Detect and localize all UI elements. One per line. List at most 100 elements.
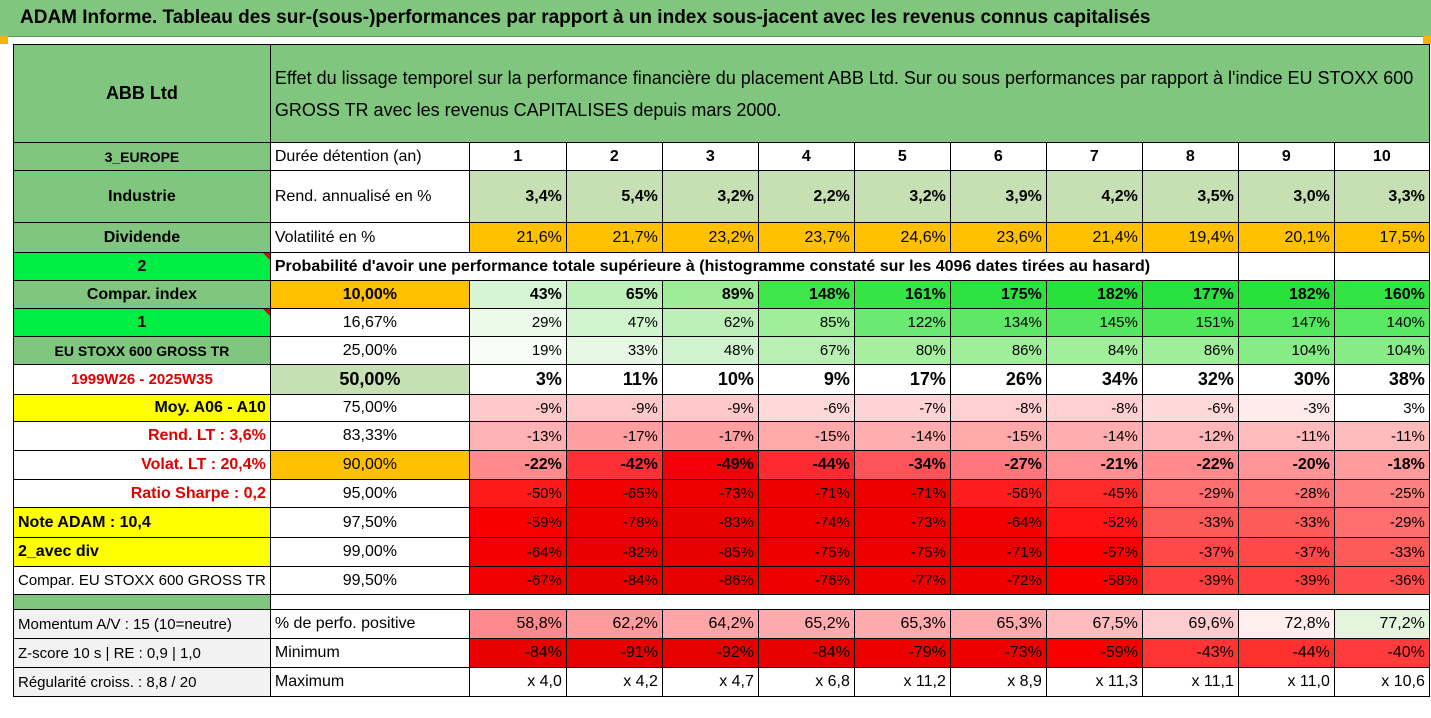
percentile-threshold[interactable]: 16,67% bbox=[269, 308, 470, 337]
percentile-value[interactable]: 38% bbox=[1333, 364, 1430, 395]
percentile-value[interactable]: -78% bbox=[565, 507, 663, 538]
compar-full-label[interactable]: Compar. EU STOXX 600 GROSS TR bbox=[13, 566, 271, 595]
vol-value[interactable]: 19,4% bbox=[1141, 222, 1239, 253]
percentile-threshold[interactable]: 25,00% bbox=[269, 336, 470, 365]
percentile-threshold[interactable]: 75,00% bbox=[269, 394, 470, 422]
percentile-value[interactable]: -22% bbox=[1141, 450, 1239, 480]
percentile-value[interactable]: -11% bbox=[1333, 421, 1430, 451]
percentile-value[interactable]: 148% bbox=[757, 280, 855, 309]
percentile-value[interactable]: -21% bbox=[1045, 450, 1143, 480]
percentile-value[interactable]: -9% bbox=[661, 394, 759, 422]
percentile-value[interactable]: -84% bbox=[565, 566, 663, 595]
percentile-value[interactable]: 32% bbox=[1141, 364, 1239, 395]
empty-cell[interactable] bbox=[1333, 252, 1430, 281]
rend-value[interactable]: 3,2% bbox=[853, 170, 951, 223]
index-selector-2[interactable]: 2 bbox=[13, 252, 271, 281]
positive-perf-value[interactable]: 65,3% bbox=[949, 609, 1047, 639]
percentile-value[interactable]: 160% bbox=[1333, 280, 1430, 309]
maximum-value[interactable]: x 6,8 bbox=[757, 667, 855, 697]
percentile-value[interactable]: -8% bbox=[1045, 394, 1143, 422]
minimum-value[interactable]: -84% bbox=[757, 638, 855, 668]
rend-value[interactable]: 3,4% bbox=[468, 170, 567, 223]
percentile-threshold[interactable]: 90,00% bbox=[269, 450, 470, 480]
period-label[interactable]: 1999W26 - 2025W35 bbox=[13, 364, 271, 395]
percentile-value[interactable]: 85% bbox=[757, 308, 855, 337]
percentile-value[interactable]: 43% bbox=[468, 280, 567, 309]
percentile-threshold[interactable]: 99,50% bbox=[269, 566, 470, 595]
percentile-value[interactable]: 34% bbox=[1045, 364, 1143, 395]
rend-value[interactable]: 2,2% bbox=[757, 170, 855, 223]
percentile-value[interactable]: -74% bbox=[757, 507, 855, 538]
percentile-value[interactable]: 9% bbox=[757, 364, 855, 395]
percentile-threshold[interactable]: 97,50% bbox=[269, 507, 470, 538]
percentile-value[interactable]: -75% bbox=[853, 537, 951, 567]
percentile-value[interactable]: 147% bbox=[1237, 308, 1335, 337]
vol-label[interactable]: Volatilité en % bbox=[269, 222, 470, 253]
percentile-threshold[interactable]: 99,00% bbox=[269, 537, 470, 567]
year-header[interactable]: 3 bbox=[661, 142, 759, 171]
percentile-value[interactable]: -33% bbox=[1237, 507, 1335, 538]
percentile-value[interactable]: -8% bbox=[949, 394, 1047, 422]
percentile-value[interactable]: -18% bbox=[1333, 450, 1430, 480]
percentile-value[interactable]: -58% bbox=[1045, 566, 1143, 595]
vol-value[interactable]: 17,5% bbox=[1333, 222, 1430, 253]
percentile-value[interactable]: -65% bbox=[565, 479, 663, 508]
percentile-value[interactable]: 151% bbox=[1141, 308, 1239, 337]
positive-perf-value[interactable]: 72,8% bbox=[1237, 609, 1335, 639]
percentile-value[interactable]: -13% bbox=[468, 421, 567, 451]
percentile-value[interactable]: -12% bbox=[1141, 421, 1239, 451]
percentile-value[interactable]: -86% bbox=[661, 566, 759, 595]
percentile-value[interactable]: 182% bbox=[1045, 280, 1143, 309]
rend-value[interactable]: 4,2% bbox=[1045, 170, 1143, 223]
percentile-value[interactable]: -42% bbox=[565, 450, 663, 480]
percentile-value[interactable]: -57% bbox=[1045, 537, 1143, 567]
percentile-value[interactable]: 145% bbox=[1045, 308, 1143, 337]
sector-label[interactable]: Industrie bbox=[13, 170, 271, 223]
minimum-value[interactable]: -73% bbox=[949, 638, 1047, 668]
percentile-value[interactable]: -37% bbox=[1237, 537, 1335, 567]
percentile-value[interactable]: 122% bbox=[853, 308, 951, 337]
index-selector-1[interactable]: 1 bbox=[13, 308, 271, 337]
percentile-value[interactable]: -36% bbox=[1333, 566, 1430, 595]
minimum-value[interactable]: -91% bbox=[565, 638, 663, 668]
percentile-value[interactable]: 11% bbox=[565, 364, 663, 395]
percentile-value[interactable]: -59% bbox=[468, 507, 567, 538]
maximum-value[interactable]: x 8,9 bbox=[949, 667, 1047, 697]
note-adam-label[interactable]: Note ADAM : 10,4 bbox=[13, 507, 271, 538]
percentile-value[interactable]: 89% bbox=[661, 280, 759, 309]
maximum-value[interactable]: x 4,7 bbox=[661, 667, 759, 697]
percentile-value[interactable]: 26% bbox=[949, 364, 1047, 395]
positive-perf-value[interactable]: 77,2% bbox=[1333, 609, 1430, 639]
percentile-value[interactable]: 10% bbox=[661, 364, 759, 395]
vol-value[interactable]: 24,6% bbox=[853, 222, 951, 253]
percentile-value[interactable]: 177% bbox=[1141, 280, 1239, 309]
percentile-value[interactable]: -49% bbox=[661, 450, 759, 480]
percentile-value[interactable]: -11% bbox=[1237, 421, 1335, 451]
year-header[interactable]: 1 bbox=[468, 142, 567, 171]
percentile-value[interactable]: 104% bbox=[1333, 336, 1430, 365]
maximum-row-label[interactable]: Maximum bbox=[269, 667, 470, 697]
year-header[interactable]: 4 bbox=[757, 142, 855, 171]
percentile-value[interactable]: -3% bbox=[1237, 394, 1335, 422]
percentile-value[interactable]: 62% bbox=[661, 308, 759, 337]
probability-caption[interactable]: Probabilité d'avoir une performance tota… bbox=[269, 252, 1239, 281]
region-label[interactable]: 3_EUROPE bbox=[13, 142, 271, 171]
positive-perf-value[interactable]: 58,8% bbox=[468, 609, 567, 639]
avec-div-label[interactable]: 2_avec div bbox=[13, 537, 271, 567]
percentile-value[interactable]: -52% bbox=[1045, 507, 1143, 538]
percentile-value[interactable]: -82% bbox=[565, 537, 663, 567]
percentile-value[interactable]: -25% bbox=[1333, 479, 1430, 508]
year-header[interactable]: 7 bbox=[1045, 142, 1143, 171]
percentile-value[interactable]: 30% bbox=[1237, 364, 1335, 395]
minimum-row-label[interactable]: Minimum bbox=[269, 638, 470, 668]
year-header[interactable]: 10 bbox=[1333, 142, 1430, 171]
percentile-value[interactable]: 161% bbox=[853, 280, 951, 309]
percentile-value[interactable]: -73% bbox=[661, 479, 759, 508]
percentile-value[interactable]: -17% bbox=[565, 421, 663, 451]
year-header[interactable]: 8 bbox=[1141, 142, 1239, 171]
momentum-label[interactable]: Momentum A/V : 15 (10=neutre) bbox=[13, 609, 271, 639]
positive-perf-value[interactable]: 67,5% bbox=[1045, 609, 1143, 639]
percentile-value[interactable]: -22% bbox=[468, 450, 567, 480]
percentile-value[interactable]: -15% bbox=[757, 421, 855, 451]
volat-lt-label[interactable]: Volat. LT : 20,4% bbox=[13, 450, 271, 480]
